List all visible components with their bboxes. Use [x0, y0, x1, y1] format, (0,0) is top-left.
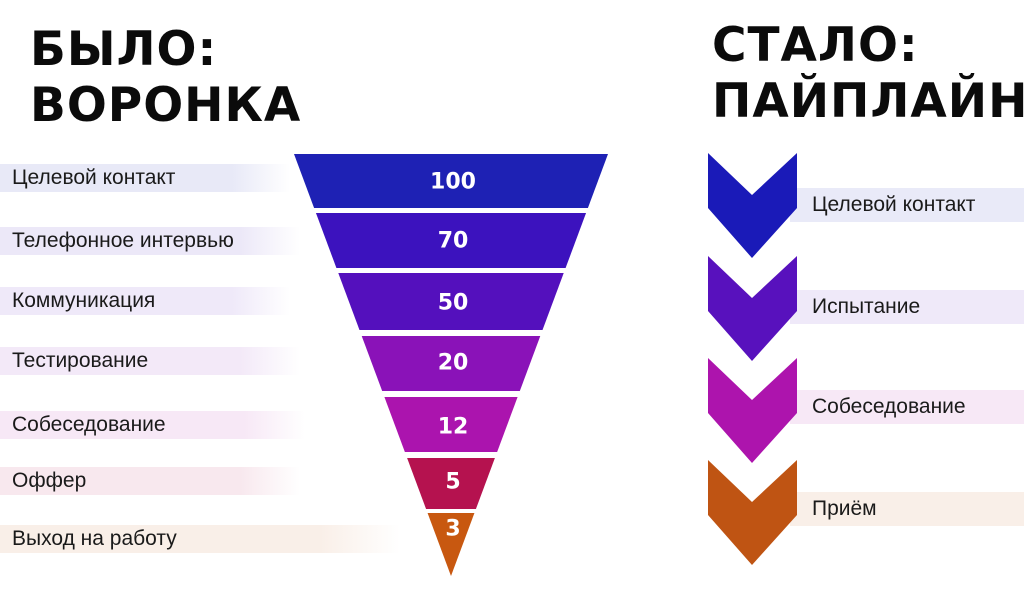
funnel-stage-value: 12 [438, 415, 469, 440]
funnel-stage-label-text: Телефонное интервью [12, 229, 234, 252]
funnel-stage-label-text: Оффер [12, 469, 87, 492]
funnel-segment [338, 273, 564, 330]
funnel-title: БЫЛО: ВОРОНКА [30, 22, 301, 134]
pipeline-stage-label: Целевой контакт [790, 188, 1024, 222]
funnel-stage-value: 100 [430, 170, 476, 195]
funnel-stage-label: Телефонное интервью [0, 227, 300, 255]
funnel-stage-value: 20 [438, 351, 469, 376]
pipeline-chevron [708, 358, 797, 463]
funnel-stage-value: 3 [445, 517, 460, 542]
funnel-segment [384, 397, 518, 452]
funnel-stage-label: Выход на работу [0, 525, 400, 553]
pipeline-stage-label-text: Целевой контакт [812, 193, 976, 216]
funnel-stage-value: 50 [438, 291, 469, 316]
funnel-stage-label: Оффер [0, 467, 300, 495]
funnel-stage-value: 70 [438, 229, 469, 254]
funnel-stage-label: Тестирование [0, 347, 300, 375]
funnel-stage-value: 5 [445, 470, 460, 495]
funnel-segment [361, 336, 541, 391]
funnel-stage-label-text: Собеседование [12, 413, 166, 436]
funnel-segment [427, 513, 475, 576]
pipeline-chevron [708, 256, 797, 361]
funnel-stage-label: Целевой контакт [0, 164, 290, 192]
funnel-title-line1: БЫЛО: [30, 22, 218, 77]
pipeline-stage-label-text: Приём [812, 497, 877, 520]
pipeline-stage-label-text: Собеседование [812, 395, 966, 418]
pipeline-chevron [708, 460, 797, 565]
pipeline-title-line2: ПАЙПЛАЙН [712, 74, 1024, 129]
pipeline-chevron [708, 153, 797, 258]
funnel-stage-label-text: Целевой контакт [12, 166, 176, 189]
funnel-segment [407, 458, 495, 509]
funnel-stage-label: Коммуникация [0, 287, 290, 315]
funnel-stage-label: Собеседование [0, 411, 305, 439]
pipeline-stage-label: Испытание [790, 290, 1024, 324]
funnel-title-line2: ВОРОНКА [30, 78, 302, 133]
pipeline-title-line1: СТАЛО: [712, 18, 919, 73]
pipeline-title: СТАЛО: ПАЙПЛАЙН [712, 18, 1024, 130]
funnel-stage-label-text: Выход на работу [12, 527, 177, 550]
pipeline-stage-label: Собеседование [790, 390, 1024, 424]
pipeline-stage-label-text: Испытание [812, 295, 921, 318]
funnel-segment [315, 213, 587, 268]
funnel-segment [294, 154, 608, 208]
funnel-stage-label-text: Коммуникация [12, 289, 156, 312]
pipeline-stage-label: Приём [790, 492, 1024, 526]
funnel-stage-label-text: Тестирование [12, 349, 149, 372]
